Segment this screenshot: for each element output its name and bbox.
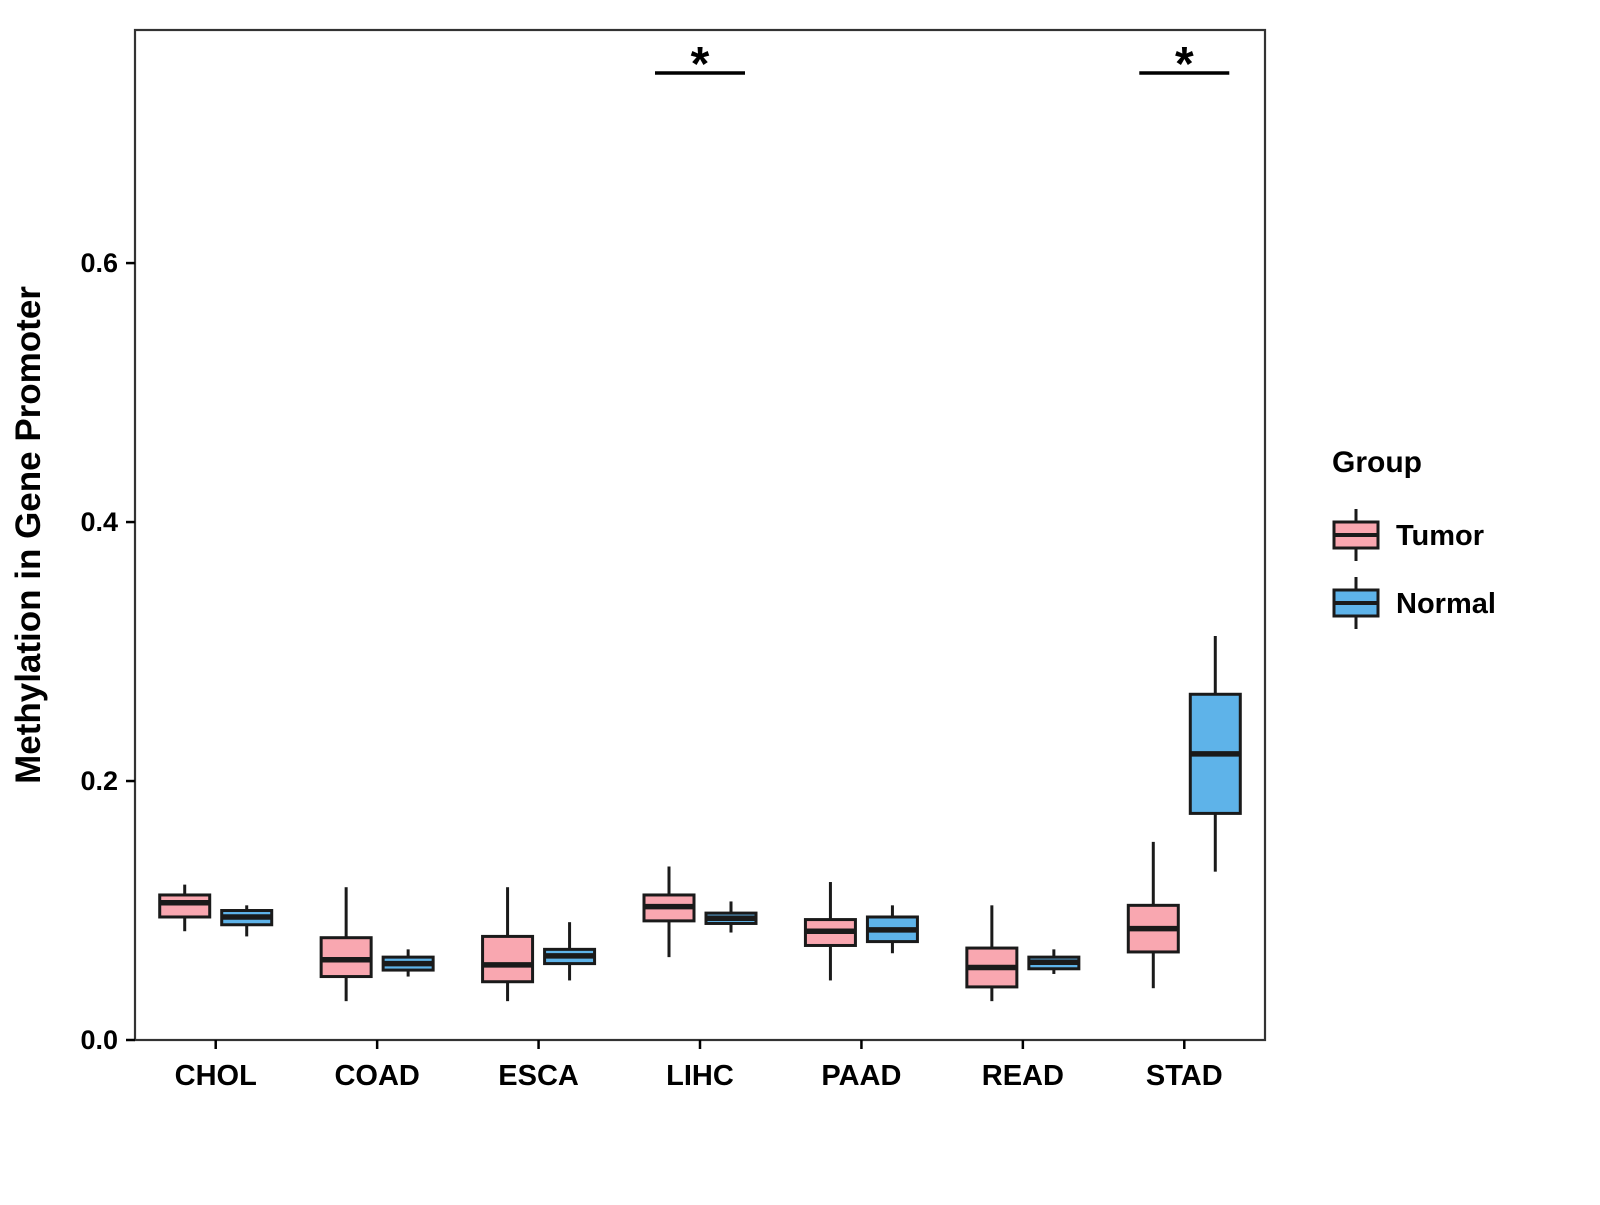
y-tick-label: 0.6 [80,248,118,278]
box-CHOL-Tumor [158,893,212,919]
legend-item-tumor: Tumor [1332,509,1484,561]
legend-label-tumor: Tumor [1396,520,1484,552]
x-tick-label-PAAD: PAAD [821,1060,901,1092]
legend-label-normal: Normal [1396,588,1496,620]
y-axis-title: Methylation in Gene Promoter [9,286,48,784]
x-tick-label-READ: READ [982,1060,1064,1092]
x-tick-label-ESCA: ESCA [498,1060,579,1092]
x-tick-label-COAD: COAD [334,1060,419,1092]
x-tick-label-LIHC: LIHC [666,1060,734,1092]
box-ESCA-Tumor [481,934,535,984]
y-tick-label: 0.4 [80,507,118,537]
significance-star-STAD: * [1175,38,1194,91]
significance-star-LIHC: * [691,38,710,91]
legend-title: Group [1332,446,1422,479]
y-tick-label: 0.2 [80,766,118,796]
legend-item-normal: Normal [1332,577,1496,629]
x-tick-label-STAD: STAD [1146,1060,1223,1092]
x-tick-label-CHOL: CHOL [175,1060,257,1092]
y-tick-label: 0.0 [80,1025,118,1055]
panel-border [133,28,1267,1042]
